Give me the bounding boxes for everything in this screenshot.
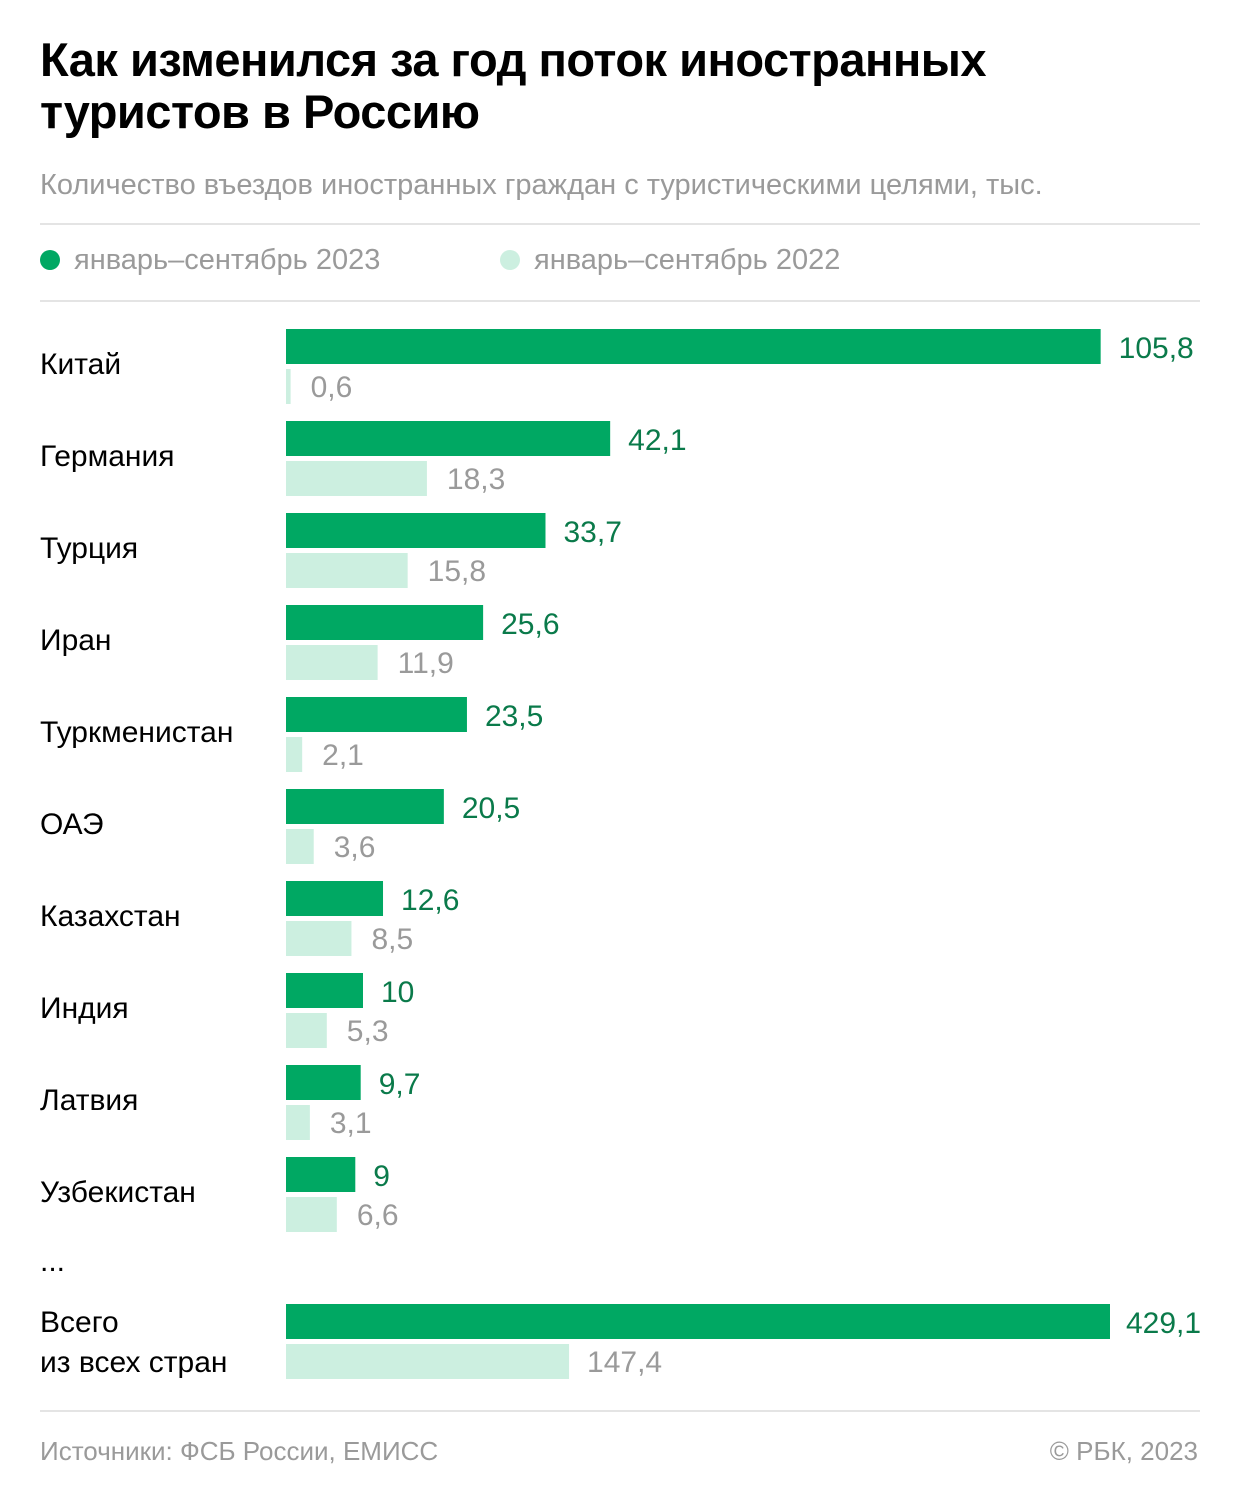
total-bar-2022 [286, 1344, 570, 1379]
legend-dot-2023-icon [40, 250, 60, 270]
category-label: Турция [40, 532, 138, 565]
value-label-2022: 11,9 [398, 647, 454, 680]
bar-2023 [286, 697, 467, 732]
value-label-2023: 12,6 [401, 884, 459, 917]
total-value-2023: 429,1 [1126, 1307, 1201, 1340]
value-label-2022: 18,3 [447, 463, 505, 496]
value-label-2023: 105,8 [1119, 332, 1194, 365]
bar-2022 [286, 1105, 310, 1140]
category-label: Туркменистан [40, 716, 233, 749]
chart-title: Как изменился за год поток иностранных т… [40, 33, 987, 138]
value-label-2023: 42,1 [628, 424, 686, 457]
category-label: Иран [40, 624, 112, 657]
legend-item-2022: январь–сентябрь 2022 [500, 242, 840, 278]
category-label: Казахстан [40, 900, 181, 933]
bar-2023 [286, 329, 1101, 364]
legend-label-2023: январь–сентябрь 2023 [74, 244, 381, 276]
legend-label-2022: январь–сентябрь 2022 [534, 244, 841, 276]
value-label-2023: 9,7 [379, 1068, 421, 1101]
value-label-2022: 0,6 [311, 371, 353, 404]
bar-2023 [286, 881, 384, 916]
bar-2022 [286, 645, 378, 680]
value-label-2022: 8,5 [371, 923, 413, 956]
category-label: Узбекистан [40, 1176, 196, 1209]
divider-top [40, 223, 1200, 225]
bar-2022 [286, 553, 408, 588]
category-label: Индия [40, 992, 129, 1025]
value-label-2022: 15,8 [428, 555, 486, 588]
value-label-2022: 5,3 [347, 1015, 389, 1048]
bar-2022 [286, 1013, 327, 1048]
bar-2022 [286, 737, 303, 772]
divider-bottom [40, 1410, 1200, 1412]
value-label-2023: 25,6 [501, 608, 559, 641]
bar-chart: Китай 105,8 0,6 Германия 42,1 18,3 Турция 33,7 1… [40, 329, 1201, 1379]
total-label-line2: из всех стран [40, 1346, 228, 1379]
category-label: ОАЭ [40, 808, 104, 841]
value-label-2023: 33,7 [563, 516, 621, 549]
total-value-2022: 147,4 [587, 1346, 662, 1379]
bar-2022 [286, 461, 427, 496]
value-label-2022: 2,1 [322, 739, 364, 772]
category-label: Латвия [40, 1084, 138, 1117]
ellipsis: ... [40, 1245, 65, 1278]
bar-2023 [286, 789, 444, 824]
bar-2023 [286, 1157, 356, 1192]
bar-2022 [286, 921, 352, 956]
bar-2023 [286, 1065, 361, 1100]
bar-2022 [286, 369, 291, 404]
category-label: Китай [40, 348, 121, 381]
value-label-2023: 20,5 [462, 792, 520, 825]
total-bar-2023 [286, 1304, 1110, 1339]
value-label-2022: 3,6 [334, 831, 376, 864]
bar-2023 [286, 421, 611, 456]
bar-2023 [286, 605, 484, 640]
bar-2023 [286, 973, 363, 1008]
category-label: Германия [40, 440, 175, 473]
legend-dot-2022-icon [500, 250, 520, 270]
legend-item-2023: январь–сентябрь 2023 [40, 242, 380, 278]
value-label-2022: 3,1 [330, 1107, 372, 1140]
bar-2023 [286, 513, 546, 548]
total-label-line1: Всего [40, 1306, 119, 1339]
bar-2022 [286, 829, 314, 864]
copyright-text: © РБК, 2023 [1049, 1436, 1198, 1466]
source-text: Источники: ФСБ России, ЕМИСС [40, 1436, 439, 1466]
value-label-2023: 23,5 [485, 700, 543, 733]
value-label-2023: 9 [373, 1160, 390, 1193]
bar-2022 [286, 1197, 337, 1232]
value-label-2023: 10 [381, 976, 414, 1009]
value-label-2022: 6,6 [357, 1199, 399, 1232]
chart-subtitle: Количество въездов иностранных граждан с… [40, 169, 1043, 201]
divider-legend [40, 300, 1200, 302]
